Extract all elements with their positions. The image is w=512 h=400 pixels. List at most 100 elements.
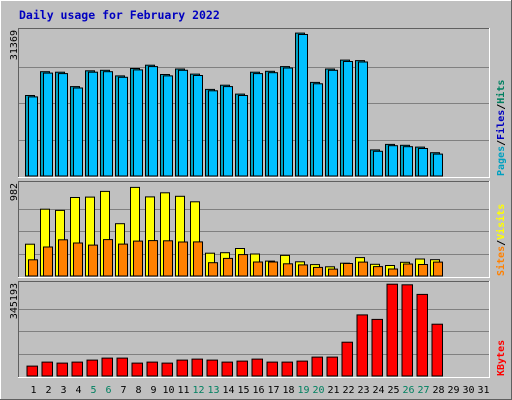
bar-sites-day-16 — [253, 261, 263, 277]
bar-sites-day-15 — [238, 254, 248, 277]
bar-files-day-17 — [268, 72, 278, 177]
bar-files-day-11 — [178, 69, 188, 177]
bar-sites-day-22 — [343, 263, 353, 277]
bar-files-day-7 — [118, 76, 128, 177]
x-tick-label-day-27: 27 — [417, 385, 429, 396]
x-tick-label-day-1: 1 — [30, 385, 36, 396]
x-tick-label-day-21: 21 — [327, 385, 339, 396]
x-tick-label-day-19: 19 — [297, 385, 309, 396]
bar-files-day-24 — [373, 150, 383, 177]
x-tick-label-day-28: 28 — [432, 385, 444, 396]
bar-sites-day-1 — [28, 259, 38, 277]
bar-kbytes-day-27 — [416, 293, 428, 377]
bar-sites-day-3 — [58, 239, 68, 277]
bar-kbytes-day-18 — [281, 361, 293, 377]
bar-sites-day-21 — [328, 268, 338, 277]
bar-kbytes-day-11 — [176, 359, 188, 377]
bar-kbytes-day-1 — [26, 365, 38, 377]
bar-kbytes-day-16 — [251, 358, 263, 377]
bar-sites-day-19 — [298, 264, 308, 277]
legend-separator: / — [496, 104, 507, 110]
bar-files-day-12 — [193, 75, 203, 177]
bar-kbytes-day-13 — [206, 359, 218, 377]
x-tick-label-day-12: 12 — [192, 385, 204, 396]
bar-kbytes-day-5 — [86, 359, 98, 377]
x-tick-label-day-16: 16 — [252, 385, 264, 396]
bar-files-day-20 — [313, 83, 323, 177]
bar-sites-day-2 — [43, 246, 53, 277]
bar-kbytes-day-19 — [296, 360, 308, 377]
legend-item-sites: Sites — [495, 246, 507, 276]
bar-kbytes-day-14 — [221, 361, 233, 377]
bar-sites-day-24 — [373, 266, 383, 277]
bar-files-day-19 — [298, 34, 308, 177]
bar-files-day-9 — [148, 66, 158, 177]
x-tick-label-day-9: 9 — [150, 385, 156, 396]
legend-item-kbytes: KBytes — [496, 340, 507, 376]
x-tick-label-day-29: 29 — [447, 385, 459, 396]
bar-kbytes-day-10 — [161, 362, 173, 377]
bar-files-day-27 — [418, 148, 428, 177]
x-tick-label-day-7: 7 — [120, 385, 126, 396]
bar-kbytes-day-26 — [401, 284, 413, 377]
x-tick-label-day-30: 30 — [462, 385, 474, 396]
bar-sites-day-4 — [73, 242, 83, 277]
bar-sites-day-25 — [388, 268, 398, 277]
bar-sites-day-20 — [313, 266, 323, 277]
x-tick-label-day-17: 17 — [267, 385, 279, 396]
bar-sites-day-10 — [163, 240, 173, 277]
bar-sites-day-26 — [403, 263, 413, 277]
bar-kbytes-day-28 — [431, 323, 443, 377]
bar-files-day-26 — [403, 146, 413, 177]
bar-files-day-13 — [208, 90, 218, 177]
bar-files-day-15 — [238, 95, 248, 177]
bar-files-day-1 — [28, 96, 38, 177]
bar-kbytes-day-21 — [326, 356, 338, 377]
x-tick-label-day-8: 8 — [135, 385, 141, 396]
bar-kbytes-day-9 — [146, 361, 158, 377]
bar-files-day-10 — [163, 75, 173, 177]
bar-sites-day-28 — [433, 261, 443, 277]
x-tick-label-day-22: 22 — [342, 385, 354, 396]
x-tick-label-day-24: 24 — [372, 385, 384, 396]
x-tick-label-day-31: 31 — [477, 385, 489, 396]
x-tick-label-day-14: 14 — [222, 385, 234, 396]
bar-files-day-25 — [388, 145, 398, 177]
bar-sites-day-23 — [358, 261, 368, 277]
bar-files-day-21 — [328, 69, 338, 177]
bar-kbytes-day-22 — [341, 341, 353, 377]
bar-kbytes-day-6 — [101, 357, 113, 377]
legend-item-files: Files — [495, 110, 507, 140]
bar-sites-day-5 — [88, 244, 98, 277]
bar-sites-day-14 — [223, 257, 233, 277]
panel-2-ymax-label: 982 — [9, 183, 20, 201]
bar-sites-day-7 — [118, 243, 128, 277]
bar-files-day-28 — [433, 153, 443, 177]
panel-3-legend: KBytes — [496, 340, 507, 376]
x-tick-label-day-23: 23 — [357, 385, 369, 396]
x-tick-label-day-20: 20 — [312, 385, 324, 396]
bar-kbytes-day-24 — [371, 318, 383, 377]
bar-files-day-6 — [103, 71, 113, 177]
x-tick-label-day-18: 18 — [282, 385, 294, 396]
x-tick-label-day-3: 3 — [60, 385, 66, 396]
bar-kbytes-day-7 — [116, 357, 128, 377]
panel-1-ymax-label: 31369 — [9, 30, 20, 60]
x-tick-label-day-2: 2 — [45, 385, 51, 396]
x-tick-label-day-25: 25 — [387, 385, 399, 396]
panel-1-legend: Pages/Files/Hits — [495, 80, 507, 176]
legend-separator: / — [496, 240, 507, 246]
bar-kbytes-day-23 — [356, 314, 368, 377]
x-tick-label-day-4: 4 — [75, 385, 81, 396]
bar-sites-day-13 — [208, 262, 218, 277]
bar-kbytes-day-15 — [236, 360, 248, 377]
bar-sites-day-11 — [178, 241, 188, 277]
bar-sites-day-9 — [148, 240, 158, 277]
bar-files-day-23 — [358, 61, 368, 177]
legend-item-hits: Hits — [495, 80, 507, 104]
bar-kbytes-day-4 — [71, 361, 83, 377]
bar-kbytes-day-2 — [41, 361, 53, 377]
legend-item-visits: Visits — [495, 204, 507, 240]
legend-item-pages: Pages — [496, 146, 507, 176]
